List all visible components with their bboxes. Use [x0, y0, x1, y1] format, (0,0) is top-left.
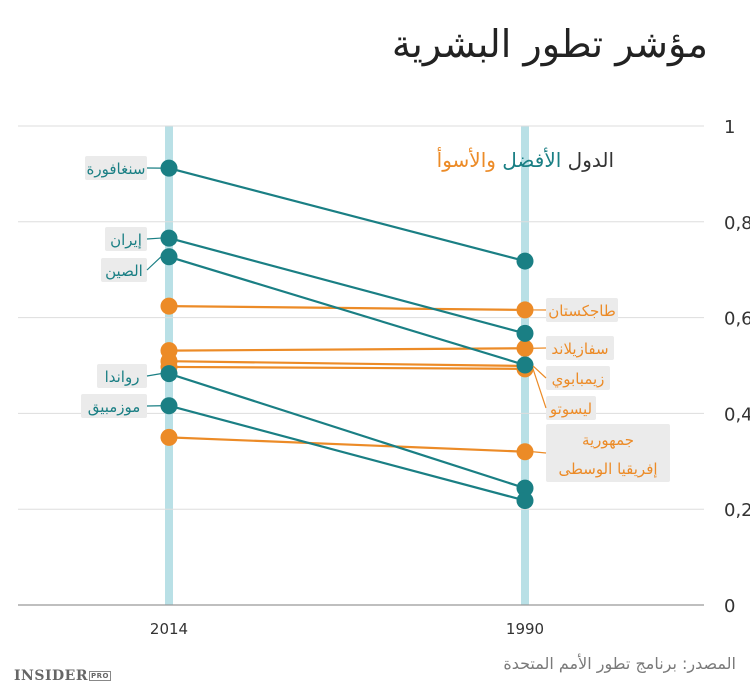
y-tick-label: 0,8	[724, 213, 750, 234]
series-line	[168, 305, 526, 312]
logo-suffix: PRO	[88, 671, 111, 681]
legend-text-best: الأفضل	[502, 148, 562, 172]
data-label-box	[546, 336, 614, 360]
y-tick-label: 0	[724, 596, 735, 617]
source-note: المصدر: برنامج تطور الأمم المتحدة	[503, 654, 736, 673]
data-label: سفازيلاند	[551, 340, 608, 358]
data-label: رواندا	[105, 368, 140, 386]
chart-title: مؤشر تطور البشرية	[391, 22, 708, 66]
data-label-box	[546, 298, 618, 322]
data-label-connector	[532, 368, 547, 409]
legend-text-worst: والأسوأ	[436, 148, 496, 172]
data-label: جمهورية	[582, 431, 634, 449]
series-line	[168, 436, 526, 453]
series-line	[168, 365, 526, 370]
data-label-box	[97, 364, 147, 388]
data-point	[160, 159, 178, 177]
data-label-box	[101, 258, 147, 282]
x-tick-label: 1990	[506, 620, 544, 638]
series-line	[168, 255, 526, 367]
data-label-box	[105, 227, 147, 251]
insider-pro-logo: INSIDER PRO	[14, 668, 111, 684]
data-point	[516, 324, 534, 342]
y-tick-label: 1	[724, 117, 735, 138]
data-label-connector	[146, 373, 162, 377]
data-point	[516, 252, 534, 270]
y-tick-label: 0,4	[724, 404, 750, 425]
data-label: زيمبابوي	[552, 370, 605, 389]
data-label-box	[546, 424, 670, 482]
data-label-connector	[532, 451, 547, 454]
data-point	[160, 428, 178, 446]
data-label: إفريقيا الوسطى	[558, 460, 657, 478]
data-label: إيران	[110, 231, 142, 249]
data-label-connector	[146, 256, 162, 271]
data-point	[160, 297, 178, 315]
data-point	[160, 248, 178, 266]
y-tick-label: 0,6	[724, 309, 750, 330]
data-label-connector	[146, 237, 162, 240]
data-point	[516, 479, 534, 497]
data-point	[160, 365, 178, 383]
series-line	[168, 347, 526, 352]
data-label-box	[85, 156, 147, 180]
data-point	[516, 339, 534, 357]
series-line	[168, 372, 526, 490]
data-label-connector	[532, 365, 547, 379]
data-point	[516, 356, 534, 374]
series-line	[168, 237, 526, 335]
series-line	[168, 167, 526, 263]
data-label: ليسوتو	[549, 400, 592, 418]
series-line	[168, 404, 526, 502]
legend: الدول الأفضل والأسوأ	[380, 148, 614, 172]
data-label: موزمبيق	[88, 398, 141, 416]
data-label: سنغافورة	[87, 160, 146, 178]
y-tick-label: 0,2	[724, 500, 750, 521]
legend-text-countries: الدول	[567, 148, 614, 172]
data-point	[516, 443, 534, 461]
x-tick-label: 2014	[150, 620, 188, 638]
data-point	[160, 397, 178, 415]
data-label: الصين	[105, 262, 143, 280]
data-label: طاجكستان	[548, 302, 616, 320]
data-point	[516, 492, 534, 510]
data-label-box	[546, 366, 610, 390]
data-label-box	[546, 396, 596, 420]
data-point	[516, 301, 534, 319]
logo-main: INSIDER	[14, 668, 88, 684]
data-label-box	[81, 394, 147, 418]
series-line	[168, 360, 526, 368]
data-point	[160, 229, 178, 247]
